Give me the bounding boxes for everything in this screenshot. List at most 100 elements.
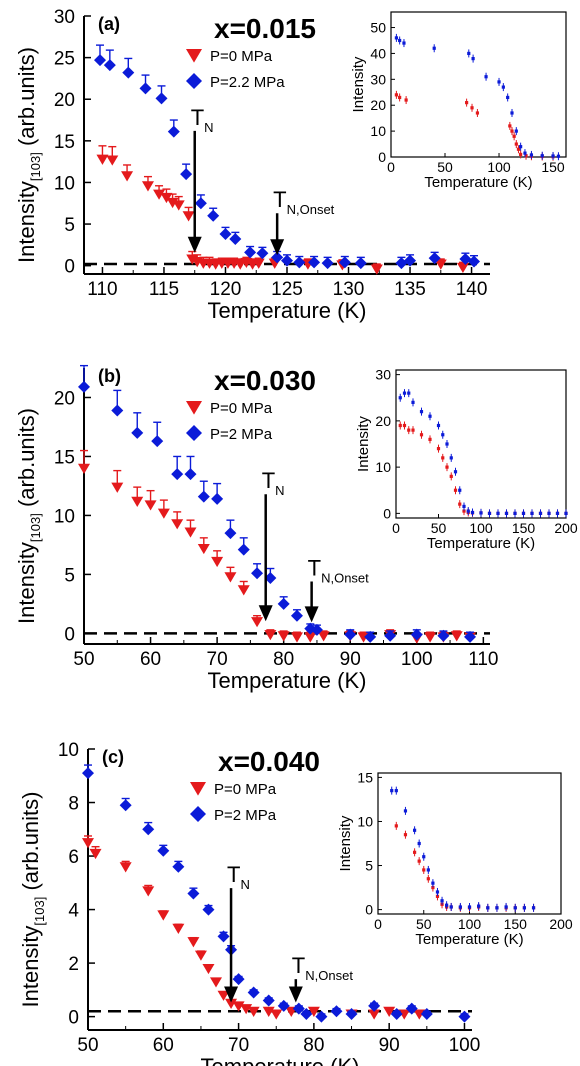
inset-data-point (467, 51, 471, 56)
legend-marker (190, 782, 206, 796)
data-point (184, 468, 197, 481)
inset-data-point (475, 111, 480, 115)
data-point (247, 1006, 260, 1017)
data-point (308, 256, 321, 269)
data-point (187, 937, 200, 948)
data-point (317, 631, 330, 642)
inset-data-point (458, 905, 462, 909)
panel-label: (a) (98, 14, 120, 34)
inset-data-point (445, 903, 449, 907)
inset-y-axis-label: Intensity (355, 416, 372, 472)
transition-label: TN (227, 862, 250, 892)
inset-data-point (504, 905, 508, 909)
panel-label: (c) (102, 747, 124, 767)
y-tick-label: 8 (68, 794, 79, 815)
inset-data-point (413, 828, 417, 832)
inset-series-pressure (394, 33, 561, 161)
data-point (197, 490, 210, 503)
data-point (459, 253, 472, 266)
inset-x-tick-label: 50 (431, 520, 447, 536)
inset-data-point (413, 850, 417, 854)
data-point (290, 632, 303, 643)
transition-label-subscript: N,Onset (287, 202, 335, 217)
inset-data-point (394, 789, 398, 793)
y-tick-label: 4 (68, 901, 79, 922)
data-point (404, 254, 417, 267)
data-point (167, 125, 180, 138)
inset-series-ambient (394, 821, 536, 912)
inset-data-point (435, 890, 440, 894)
legend-label: P=0 MPa (210, 48, 273, 65)
y-axis-label-sub: [103] (28, 152, 43, 181)
x-tick-label: 60 (153, 1035, 174, 1056)
x-tick-label: 140 (456, 279, 488, 300)
legend-marker (186, 49, 202, 63)
inset-data-point (531, 906, 536, 910)
data-point (160, 192, 173, 204)
x-tick-label: 100 (449, 1035, 481, 1056)
y-tick-label: 20 (54, 388, 75, 409)
inset-data-point (411, 428, 415, 432)
x-tick-label: 80 (273, 649, 294, 670)
x-axis-label: Temperature (K) (208, 298, 367, 323)
inset-data-point (510, 129, 514, 133)
inset-x-tick-label: 150 (504, 916, 528, 932)
x-tick-label: 115 (149, 279, 179, 300)
data-point (225, 998, 238, 1009)
transition-label-symbol: T (227, 862, 240, 887)
y-tick-label: 30 (54, 7, 75, 28)
data-point (142, 886, 155, 897)
inset-x-tick-label: 200 (554, 520, 578, 536)
inset-data-point (407, 428, 411, 432)
y-axis-label-unit: (arb.units) (14, 47, 39, 152)
y-axis-label-main: Intensity (14, 542, 39, 624)
data-point (434, 259, 447, 270)
panel-1: 110 115 120 125 130 135 140 0 5 10 15 20 25 30 Tempera… (14, 7, 567, 323)
data-point (210, 977, 222, 988)
inset-x-tick-label: 50 (437, 159, 453, 175)
inset-data-point (417, 859, 421, 863)
data-point (141, 181, 154, 192)
inset-data-point (436, 423, 441, 428)
composition-label: x=0.030 (214, 365, 316, 396)
series-ambient (78, 449, 477, 644)
inset-data-point (390, 789, 394, 793)
data-point (155, 92, 168, 105)
data-point (202, 903, 215, 916)
y-tick-label: 20 (54, 90, 75, 111)
panel-3: 50607080901000246810Temperature (K)Inten… (18, 740, 573, 1066)
inset-data-point (495, 906, 499, 910)
inset-data-point (487, 511, 492, 515)
series-pressure (93, 44, 481, 270)
y-tick-label: 2 (68, 954, 79, 975)
inset-x-tick-label: 0 (392, 520, 400, 536)
inset-data-point (419, 433, 424, 437)
inset-data-point (530, 511, 534, 515)
inset-data-point (436, 447, 441, 451)
data-point (82, 767, 94, 780)
legend-label: P=2 MPa (210, 426, 273, 443)
inset-data-point (398, 423, 402, 428)
data-point (157, 910, 170, 921)
x-tick-label: 60 (140, 649, 161, 670)
data-point (82, 838, 94, 849)
inset-data-point (519, 152, 523, 157)
legend-marker (186, 401, 202, 415)
data-point (395, 257, 408, 270)
transition-label: TN (191, 105, 214, 135)
inset-y-tick-label: 40 (370, 45, 386, 61)
x-tick-label: 100 (401, 649, 433, 670)
transition-label-subscript: N,Onset (305, 968, 353, 983)
inset-data-point (540, 154, 544, 158)
inset-series-ambient (398, 421, 568, 518)
y-axis-label-unit: (arb.units) (18, 791, 43, 896)
inset-data-point (514, 129, 518, 133)
data-point (304, 632, 317, 643)
inset-y-tick-label: 0 (365, 902, 373, 918)
inset-y-tick-label: 0 (378, 149, 386, 165)
data-point (368, 999, 381, 1012)
data-point (202, 963, 215, 975)
legend-marker (190, 806, 206, 822)
y-tick-label: 0 (64, 257, 75, 278)
